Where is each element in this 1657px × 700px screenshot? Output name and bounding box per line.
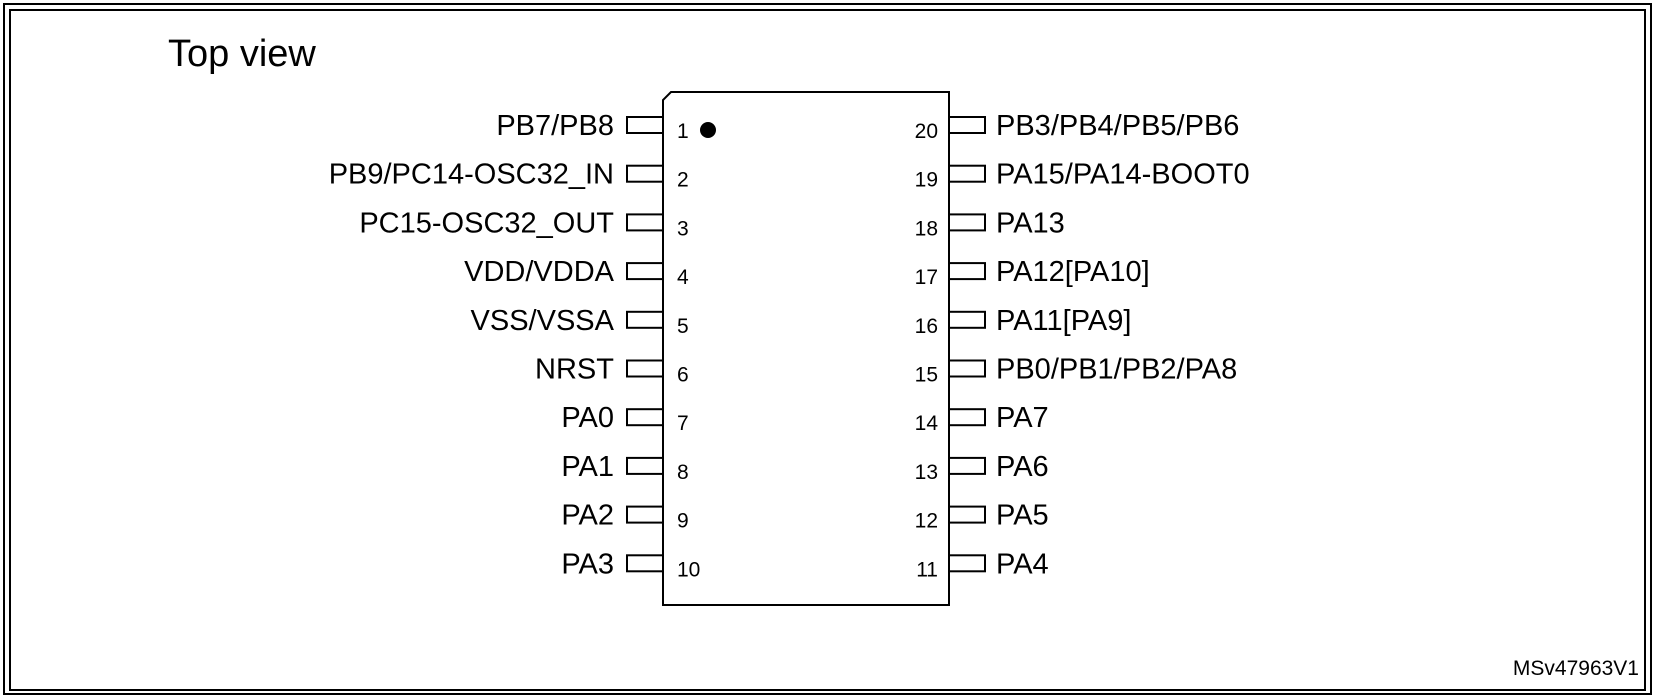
pin-9-label: PA2 [561, 500, 614, 532]
pin-8-number: 8 [677, 461, 689, 484]
pin-8-label: PA1 [561, 451, 614, 483]
pin-6-label: NRST [535, 354, 614, 386]
pin-10-lead [626, 554, 664, 573]
pin-14-label: PA7 [996, 402, 1049, 434]
pin-18-number: 18 [915, 217, 938, 240]
pin-19-lead [948, 164, 986, 183]
pin-12-label: PA5 [996, 500, 1049, 532]
pin-15-lead [948, 359, 986, 378]
pin1-marker [700, 122, 716, 138]
pin-1-lead [626, 116, 664, 134]
pin-4-number: 4 [677, 266, 689, 289]
pin-7-lead [626, 408, 664, 427]
chip-body [662, 91, 950, 606]
pin-7-number: 7 [677, 412, 689, 435]
pin-11-label: PA4 [996, 548, 1049, 580]
pin-10-label: PA3 [561, 548, 614, 580]
outer-frame [3, 3, 1652, 695]
pin-2-label: PB9/PC14-OSC32_IN [329, 159, 614, 191]
pin-19-number: 19 [915, 169, 938, 192]
pin-20-lead [948, 116, 986, 134]
right-pin-group: PB3/PB4/PB5/PB6 20 PA15/PA14-BOOT0 19 PA13 18… [915, 110, 1250, 581]
pin-16-lead [948, 310, 986, 329]
pin-2-lead [626, 164, 664, 183]
pin-5-label: VSS/VSSA [471, 305, 615, 337]
pin-12-number: 12 [915, 510, 938, 533]
pin-19-label: PA15/PA14-BOOT0 [996, 159, 1250, 191]
pin-15-label: PB0/PB1/PB2/PA8 [996, 354, 1237, 386]
pin-10-number: 10 [677, 558, 700, 581]
pin-13-label: PA6 [996, 451, 1049, 483]
pin-3-lead [626, 213, 664, 232]
pin-14-number: 14 [915, 412, 939, 435]
pin-4-lead [626, 262, 664, 281]
pin-11-number: 11 [916, 558, 938, 581]
pin-1-number: 1 [677, 120, 689, 143]
inner-frame [9, 9, 1646, 691]
pin-12-lead [948, 505, 986, 524]
pin-13-number: 13 [915, 461, 938, 484]
pin-1-label: PB7/PB8 [496, 110, 614, 142]
pin-8-lead [626, 456, 664, 475]
pin-15-number: 15 [915, 364, 938, 387]
figure-reference: MSv47963V1 [1512, 657, 1639, 680]
pin-17-label: PA12[PA10] [996, 256, 1150, 288]
pin-7-label: PA0 [561, 402, 614, 434]
pin-3-label: PC15-OSC32_OUT [359, 207, 614, 239]
pin-6-lead [626, 359, 664, 378]
pin-9-number: 9 [677, 510, 689, 533]
pin-11-lead [948, 554, 986, 573]
pin-5-lead [626, 310, 664, 329]
pin-9-lead [626, 505, 664, 524]
pin-18-lead [948, 213, 986, 232]
pin-3-number: 3 [677, 217, 689, 240]
pin-16-label: PA11[PA9] [996, 305, 1131, 337]
pin-14-lead [948, 408, 986, 427]
pin-4-label: VDD/VDDA [464, 256, 615, 288]
pin-2-number: 2 [677, 169, 689, 192]
diagram-title: Top view [168, 33, 316, 75]
pin-6-number: 6 [677, 364, 689, 387]
pin-18-label: PA13 [996, 207, 1065, 239]
pin-17-lead [948, 262, 986, 281]
pin-20-label: PB3/PB4/PB5/PB6 [996, 110, 1239, 142]
pin-20-number: 20 [915, 120, 938, 143]
pin-17-number: 17 [915, 266, 938, 289]
pin-13-lead [948, 456, 986, 475]
pin-16-number: 16 [915, 315, 938, 338]
left-pin-group: PB7/PB8 1 PB9/PC14-OSC32_IN 2 PC15-OSC32_OUT… [329, 110, 701, 581]
pin-5-number: 5 [677, 315, 689, 338]
